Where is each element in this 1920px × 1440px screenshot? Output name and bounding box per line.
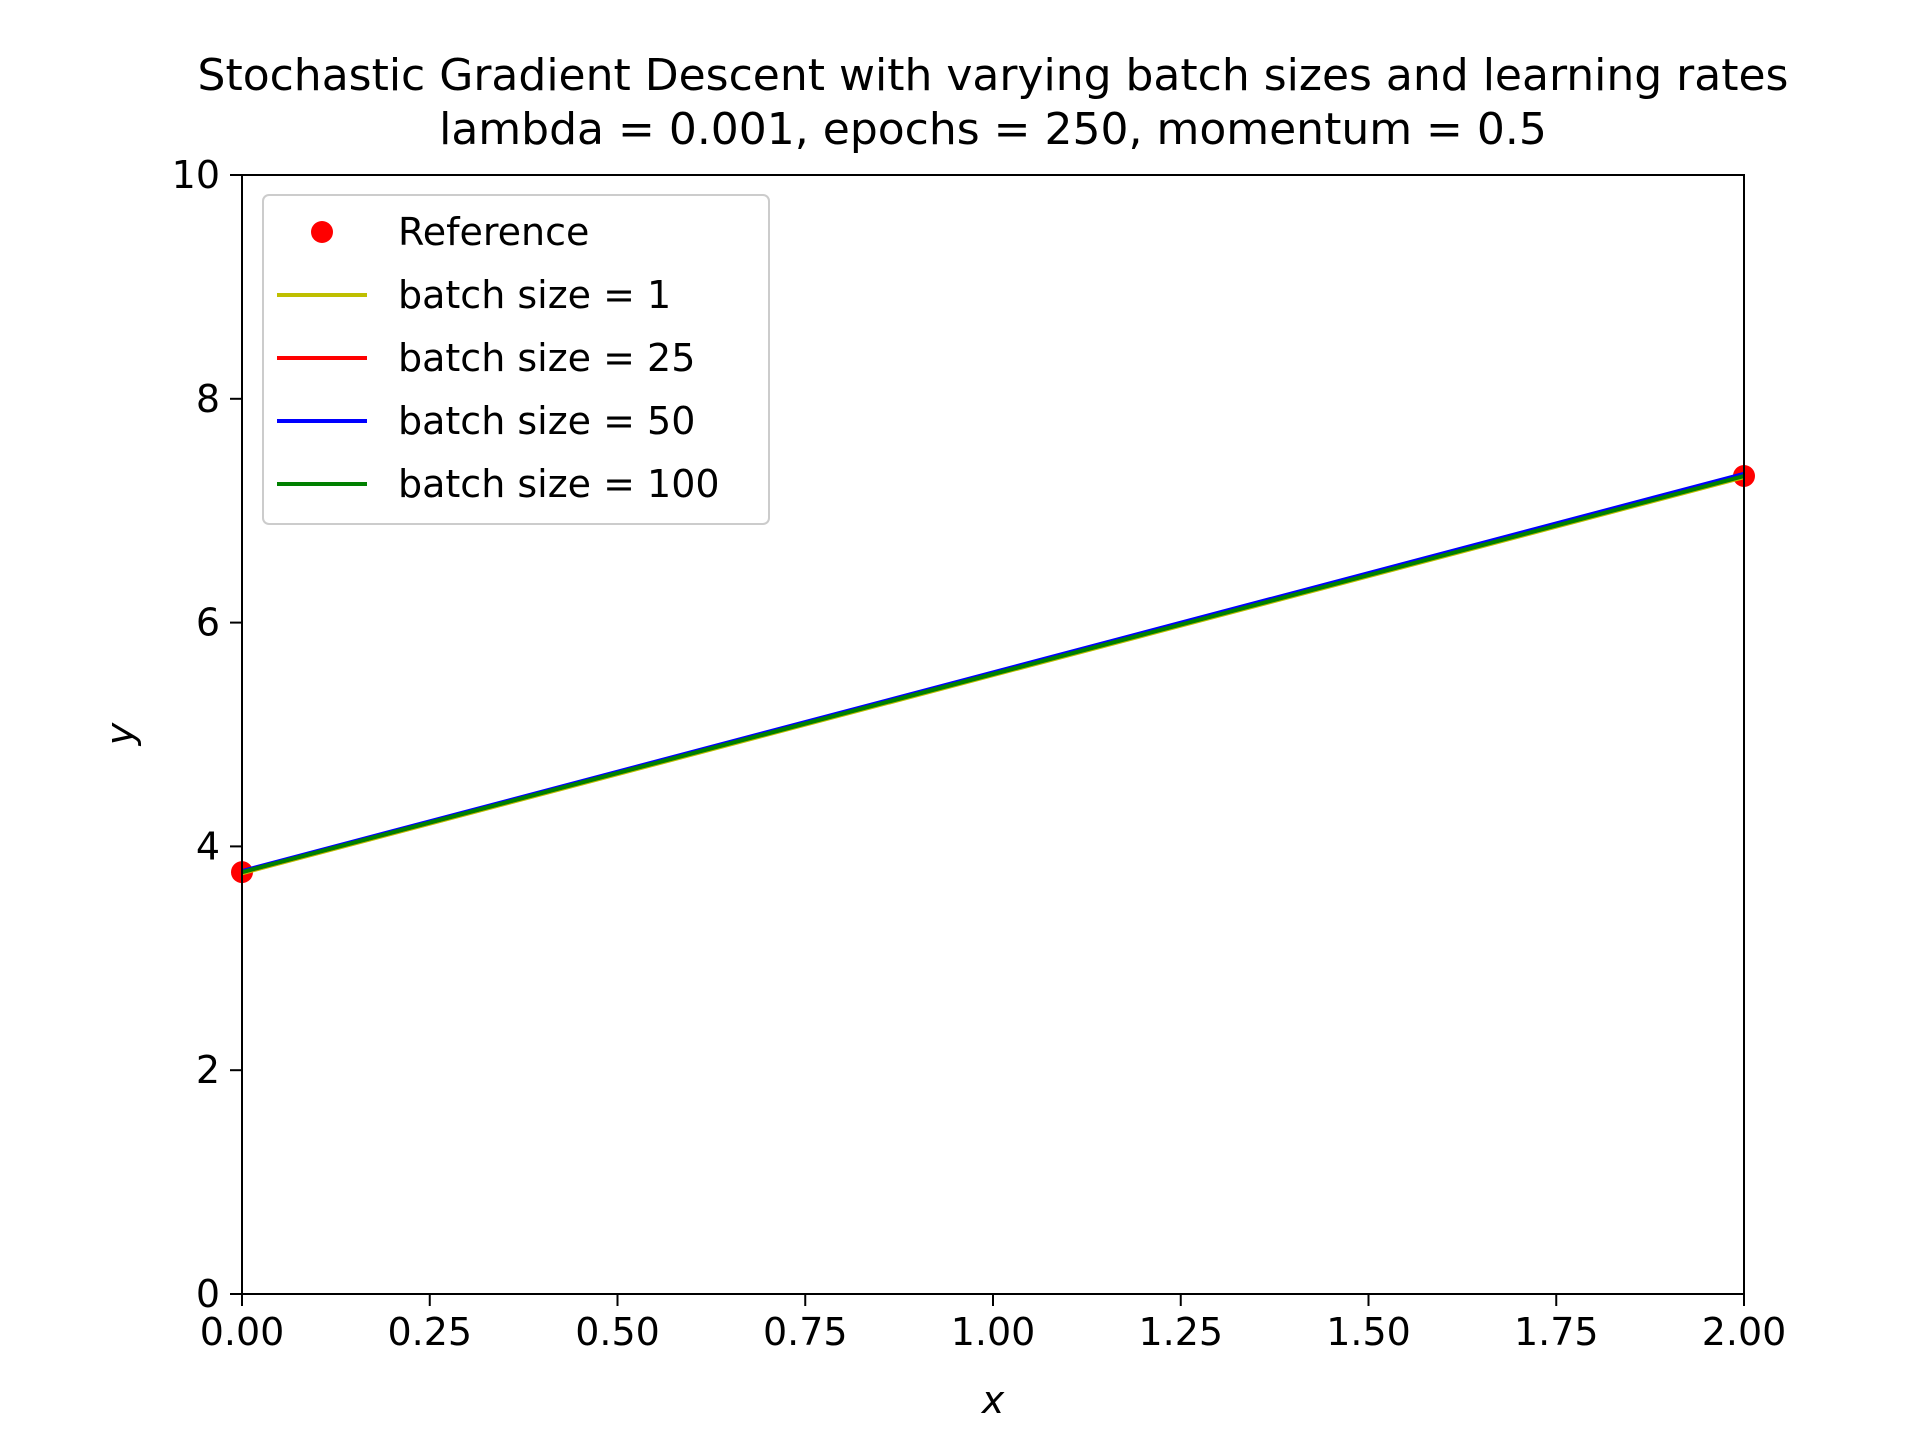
legend-label: batch size = 50 xyxy=(398,399,695,443)
legend-entry: batch size = 25 xyxy=(277,336,695,380)
y-tick-label: 10 xyxy=(172,153,220,197)
x-tick-label: 1.75 xyxy=(1514,1310,1599,1354)
legend-entry: batch size = 100 xyxy=(277,462,720,506)
y-tick-label: 2 xyxy=(196,1048,220,1092)
legend: Reference batch size = 1 batch size = 25 ba… xyxy=(262,194,770,525)
legend-marker-reference xyxy=(311,221,333,243)
y-tick-label: 8 xyxy=(196,377,220,421)
x-tick-label: 0.75 xyxy=(763,1310,848,1354)
x-tick-label: 1.00 xyxy=(951,1310,1036,1354)
x-tick-label: 1.50 xyxy=(1326,1310,1411,1354)
chart-subtitle: lambda = 0.001, epochs = 250, momentum =… xyxy=(439,104,1547,155)
legend-label: batch size = 100 xyxy=(398,462,720,506)
x-tick-label: 0.25 xyxy=(387,1310,472,1354)
legend-label: batch size = 1 xyxy=(398,273,671,317)
legend-label: batch size = 25 xyxy=(398,336,695,380)
series-line-4 xyxy=(242,474,1744,875)
chart-title: Stochastic Gradient Descent with varying… xyxy=(198,50,1789,101)
legend-label: Reference xyxy=(398,210,589,254)
x-axis-label: x xyxy=(981,1378,1005,1422)
legend-entry: batch size = 50 xyxy=(277,399,695,443)
x-tick-label: 1.25 xyxy=(1138,1310,1223,1354)
legend-frame xyxy=(262,194,770,525)
y-axis-label: y xyxy=(98,722,142,746)
legend-entry: Reference xyxy=(311,210,589,254)
y-tick-label: 6 xyxy=(196,601,220,645)
y-tick-label: 0 xyxy=(196,1272,220,1316)
legend-entry: batch size = 1 xyxy=(277,273,671,317)
x-tick-label: 0.00 xyxy=(200,1310,285,1354)
y-tick-label: 4 xyxy=(196,824,220,868)
x-tick-label: 0.50 xyxy=(575,1310,660,1354)
x-tick-label: 2.00 xyxy=(1702,1310,1787,1354)
